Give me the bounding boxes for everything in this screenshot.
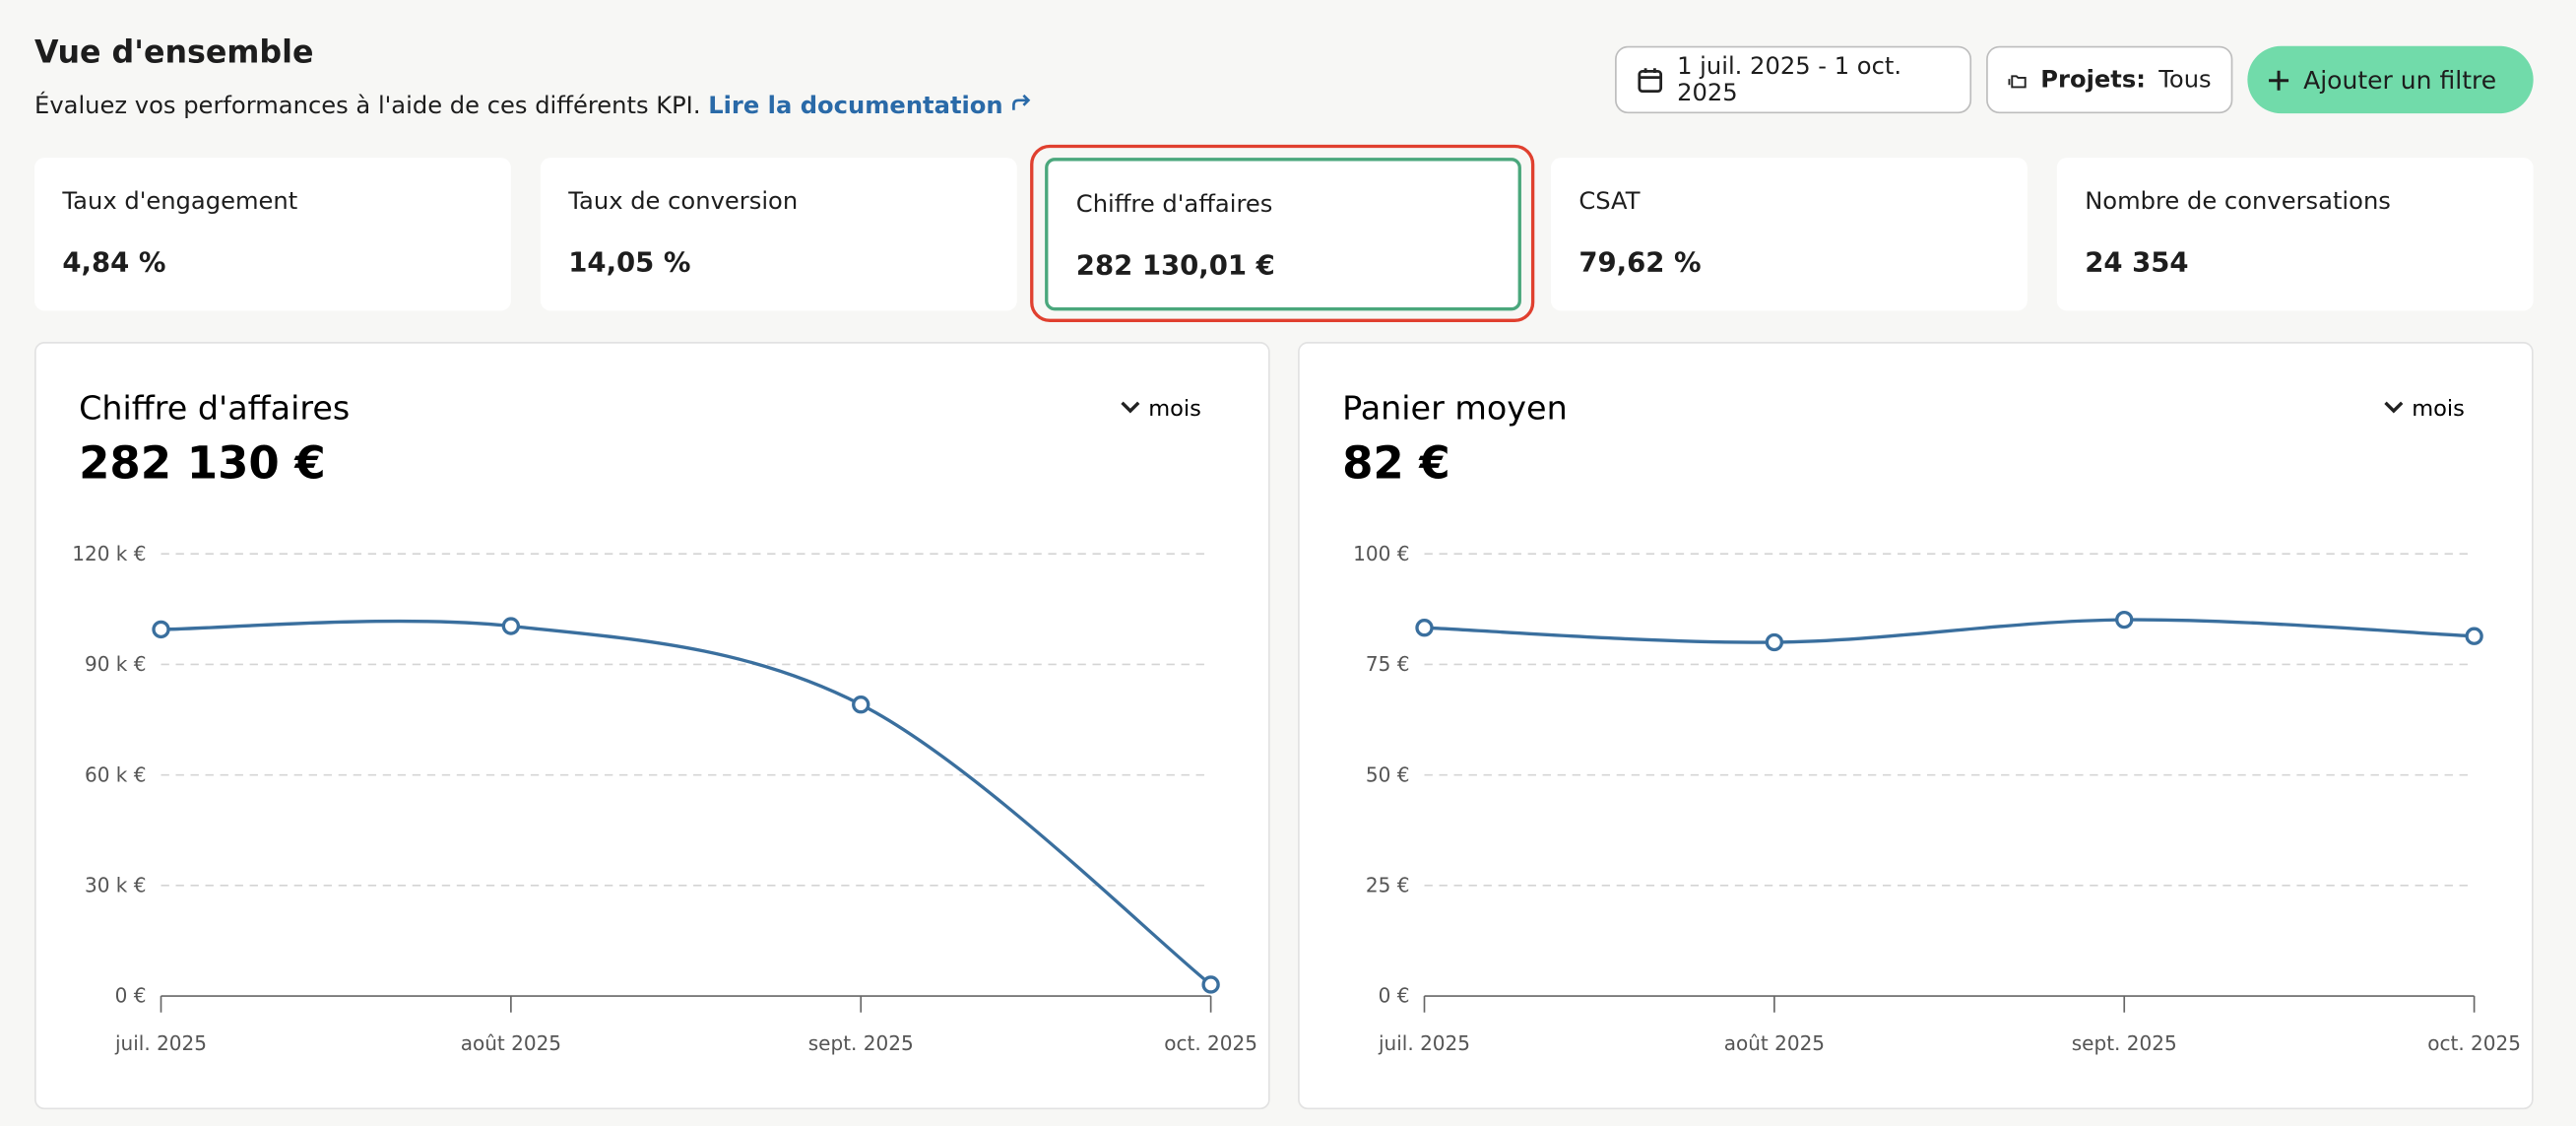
kpi-value: 79,62 % [1578,246,1702,278]
projects-value: Tous [2158,66,2212,94]
y-tick-label: 75 € [1366,652,1410,676]
chart-total: 282 130 € [79,437,326,490]
x-tick-label: oct. 2025 [1164,1031,1257,1055]
y-tick-label: 25 € [1366,874,1410,897]
kpi-value: 282 130,01 € [1075,249,1275,282]
date-range: 1 juil. 2025 - 1 oct. 2025 [1677,53,1902,106]
chart-total: 82 € [1342,437,1450,490]
kpi-value: 14,05 % [568,246,691,278]
calendar-icon [1638,67,1663,93]
y-tick-label: 0 € [115,984,147,1008]
data-point [152,620,170,639]
kpi-card[interactable]: Chiffre d'affaires 282 130,01 € [1045,158,1521,311]
period-select: mois [1148,396,1201,422]
x-tick-label: juil. 2025 [1378,1031,1470,1055]
y-tick-label: 120 k € [72,542,146,565]
y-tick-label: 50 € [1366,762,1410,786]
kpi-label: CSAT [1578,188,1641,216]
chart: Chiffre d'affaires 282 130 € mois 0 € 30 k €… [72,388,1257,1055]
kpi-label: Nombre de conversations [2085,188,2391,216]
kpi-card[interactable]: CSAT 79,62 % [1550,158,2028,311]
data-point [1765,632,1784,652]
add-filter-text: Ajouter un filtre [2303,64,2497,95]
kpi-value: 4,84 % [62,246,166,278]
date-filter[interactable]: 1 juil. 2025 - 1 oct. 2025 [1615,45,1972,114]
y-tick-label: 0 € [1379,984,1410,1008]
page-title: Vue d'ensemble [34,34,314,71]
chart-title: Panier moyen [1342,388,1568,427]
subtitle-text: Évaluez vos performances à l'aide de ces… [34,94,701,120]
kpi-card[interactable]: Nombre de conversations 24 354 [2056,158,2534,311]
x-tick-label: juil. 2025 [114,1031,207,1055]
chevron-icon [2384,401,2404,414]
kpi-label: Taux de conversion [568,188,799,216]
x-tick-label: oct. 2025 [2427,1031,2521,1055]
x-tick-label: sept. 2025 [2072,1031,2177,1055]
chart-title: Chiffre d'affaires [79,388,350,427]
chart: Panier moyen 82 € mois 0 € 25 € 50 € 75 € 100 €… [1342,388,2521,1055]
data-point [501,617,521,635]
kpi-label: Chiffre d'affaires [1075,192,1273,219]
project-filter[interactable]: Projets: Tous [1986,45,2233,114]
x-tick-label: sept. 2025 [808,1031,914,1055]
kpi-label: Taux d'engagement [62,188,298,216]
data-point [1415,619,1434,637]
kpi-card[interactable]: Taux d'engagement 4,84 % [34,158,511,311]
chevron-icon [1121,401,1140,414]
chart-card: Chiffre d'affaires 282 130 € mois 0 € 30 k €… [34,342,1270,1110]
x-tick-label: août 2025 [1724,1031,1825,1055]
kpi-card[interactable]: Taux de conversion 14,05 % [540,158,1017,311]
data-point [2465,627,2483,645]
y-tick-label: 60 k € [85,762,147,786]
data-point [2115,610,2134,629]
folder-icon [2008,74,2027,88]
add-filter-button[interactable]: Ajouter un filtre [2247,45,2534,114]
x-tick-label: août 2025 [461,1031,561,1055]
selection-outline [1030,144,1535,323]
kpi-value: 24 354 [2085,246,2189,278]
plus-icon [2269,69,2289,90]
data-point [852,695,870,714]
y-tick-label: 30 k € [85,874,147,897]
link-icon [1011,94,1030,110]
doc-link[interactable]: Lire la documentation [708,94,1003,120]
y-tick-label: 90 k € [85,652,147,676]
data-point [1201,975,1220,994]
projects-label: Projets: [2040,66,2146,94]
line-series [1424,618,2475,644]
period-select: mois [2412,396,2465,422]
subtitle: Évaluez vos performances à l'aide de ces… [34,94,1033,120]
line-series [161,619,1212,986]
chart-card: Panier moyen 82 € mois 0 € 25 € 50 € 75 € 100 €… [1298,342,2534,1110]
y-tick-label: 100 € [1353,542,1409,565]
